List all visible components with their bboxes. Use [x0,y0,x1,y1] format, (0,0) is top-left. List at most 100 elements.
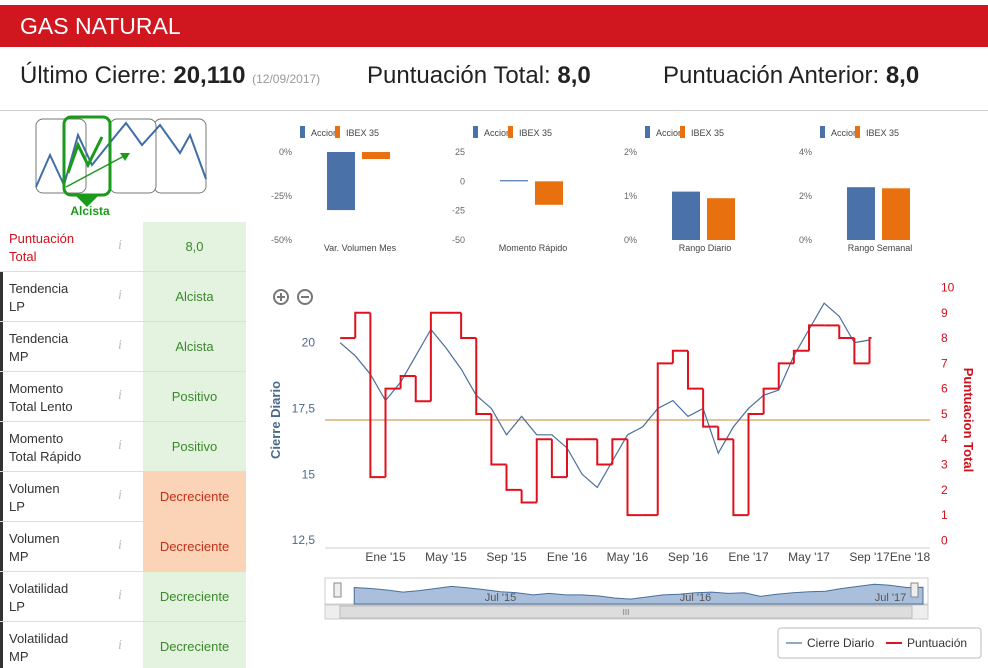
row-label: Volatilidad LP [0,572,108,621]
legend-label: IBEX 35 [866,128,899,138]
info-icon[interactable]: i [118,588,122,603]
legend-swatch [855,126,860,138]
label-line: MP [9,349,29,364]
y-tick-label: 4% [799,147,812,157]
label-line: Total [9,249,37,264]
icon-line [35,121,207,188]
legend-label: IBEX 35 [519,128,552,138]
label-line: Momento [9,381,64,396]
row-value: 8,0 [143,222,246,271]
row-label: Momento Total Lento [0,372,108,421]
score-step [747,412,764,516]
bar [327,152,355,211]
score-step [566,438,583,478]
zoom [273,289,313,305]
x-tick-label: Sep '17 [849,550,890,564]
y-tick-label: 0% [624,235,637,245]
y-tick-label: 0 [460,176,465,186]
title: GAS NATURAL [20,13,181,39]
score-step [762,387,779,414]
legend-swatch [680,126,685,138]
legend-swatch [645,126,650,138]
zoom-out[interactable] [297,289,313,305]
label: Puntuación Total: [367,62,551,89]
date: (12/09/2017) [252,72,321,86]
header: GAS NATURAL [0,5,988,47]
y-tick-label: 25 [455,147,465,157]
navigator-handle[interactable] [910,582,919,598]
row-value: Positivo [143,422,246,471]
table-row: Momento Total Rápido i Positivo [0,422,246,472]
row-label: Volatilidad MP [0,622,108,668]
label-line: Tendencia [9,331,69,346]
y2-tick-label: 9 [941,306,948,320]
y-tick-label: 1% [624,191,637,201]
info-icon[interactable]: i [118,638,122,653]
signal-icon: Alcista [35,115,207,218]
info-icon[interactable]: i [118,388,122,403]
score-step [460,312,477,340]
y-tick-label: 2% [799,191,812,201]
label-line: LP [9,599,25,614]
label-line: Total Lento [9,399,73,414]
info-icon[interactable]: i [118,338,122,353]
x-axis-label: Momento Rápido [499,243,568,253]
score-step [414,376,431,403]
info-icon[interactable]: i [118,438,122,453]
info-icon[interactable]: i [118,238,122,253]
y-tick-label: 0% [279,147,292,157]
score-step [853,338,870,365]
score-step [535,438,552,503]
y-tick-label: -25% [271,191,292,201]
bar [847,187,875,240]
row-value: Positivo [143,372,246,421]
x-tick-label: Ene '17 [728,550,769,564]
row-label: Volumen LP [0,472,108,521]
info-icon[interactable]: i [118,538,122,553]
label-line: MP [9,649,29,664]
score-step [384,387,401,478]
y-tick-label: 20 [302,336,316,350]
y-tick-label: -25 [452,206,465,216]
score-step [490,413,507,466]
y-axis-title: Cierre Diario [268,381,283,459]
row-label: Tendencia LP [0,272,108,321]
score-step [399,375,416,389]
y2-tick-label: 4 [941,432,948,446]
navigator-handle[interactable] [333,582,342,598]
info-icon[interactable]: i [118,488,122,503]
score-step [732,439,749,517]
score-step [808,324,825,351]
label: Puntuación Anterior: [663,62,880,89]
legend-swatch [335,126,340,138]
score-step [520,489,537,504]
value: 8,0 [885,62,920,89]
pointer [75,195,99,207]
legend-label: Accion [311,128,338,138]
previous-score: Puntuación Anterior: 8,0 [663,62,919,90]
scroll-thumb[interactable] [339,605,913,619]
label-line: Volatilidad [9,581,69,596]
y2-tick-label: 6 [941,382,948,396]
y2-axis-title: Puntuacion Total [961,368,976,472]
score-step [550,439,567,479]
score-step [838,325,855,340]
y-tick-label: 12,5 [292,533,316,547]
zoom-in[interactable] [273,289,289,305]
y-tick-label: -50 [452,235,465,245]
box [35,118,87,194]
score-step [475,338,492,415]
label-line: Puntuación [9,231,75,246]
y2-tick-label: 2 [941,483,948,497]
score-step [369,312,386,479]
info-icon[interactable]: i [118,288,122,303]
label: Último Cierre: [20,62,167,89]
label-line: LP [9,499,25,514]
row-value: Alcista [143,272,246,321]
icon-up [66,136,104,174]
row-value: Decreciente [143,522,246,571]
score-step [868,337,872,364]
bar [500,180,528,182]
legend-swatch [508,126,513,138]
label-line: MP [9,549,29,564]
